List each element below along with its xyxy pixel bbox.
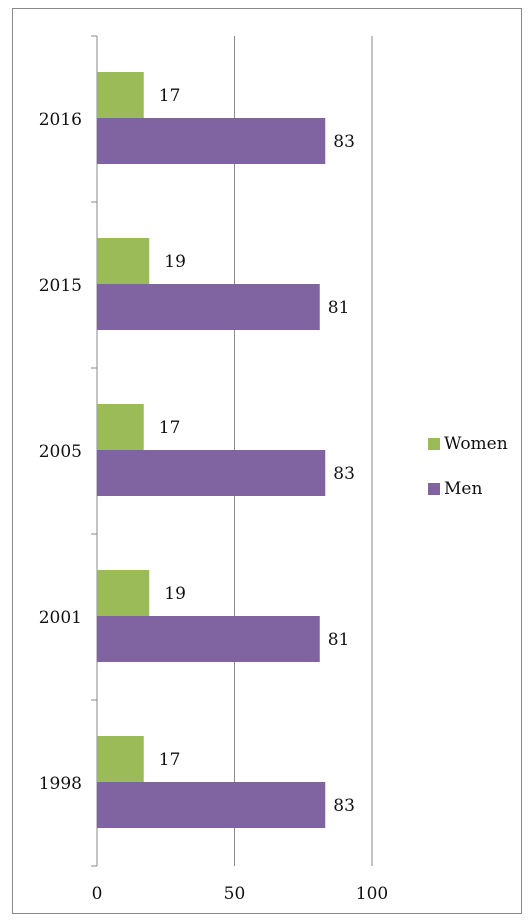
bar-men: [97, 782, 326, 828]
y-tick-label: 2016: [39, 110, 82, 130]
axes: 0 50 100 2016 2015 2005 2001 1998: [39, 35, 388, 904]
bar-men: [97, 284, 320, 330]
y-tick-label: 2001: [39, 608, 82, 628]
bars: [97, 72, 326, 828]
data-label-men: 81: [328, 298, 350, 318]
x-tick-label: 0: [92, 884, 103, 904]
legend-swatch: [428, 438, 440, 450]
bar-men: [97, 616, 320, 662]
bar-women: [97, 570, 150, 616]
data-label-women: 19: [164, 584, 186, 604]
legend-swatch: [428, 483, 440, 495]
legend-label: Women: [444, 434, 508, 454]
data-label-men: 83: [333, 464, 355, 484]
bar-women: [97, 404, 144, 450]
y-tick-label: 2015: [39, 276, 82, 296]
data-label-women: 17: [159, 418, 181, 438]
bar-women: [97, 72, 144, 118]
data-labels: 17 83 19 81 17 83 19 81 17 83: [159, 86, 355, 816]
bar-men: [97, 450, 326, 496]
data-label-men: 83: [333, 796, 355, 816]
data-label-women: 19: [164, 252, 186, 272]
x-tick-label: 50: [224, 884, 246, 904]
data-label-women: 17: [159, 750, 181, 770]
y-tick-label: 2005: [39, 442, 82, 462]
y-tick-label: 1998: [39, 774, 82, 794]
data-label-men: 81: [328, 630, 350, 650]
legend-label: Men: [444, 479, 482, 499]
bar-women: [97, 238, 150, 284]
bar-women: [97, 736, 144, 782]
bar-men: [97, 118, 326, 164]
x-tick-label: 100: [356, 884, 388, 904]
data-label-men: 83: [333, 132, 355, 152]
legend: Women Men: [428, 434, 508, 499]
data-label-women: 17: [159, 86, 181, 106]
